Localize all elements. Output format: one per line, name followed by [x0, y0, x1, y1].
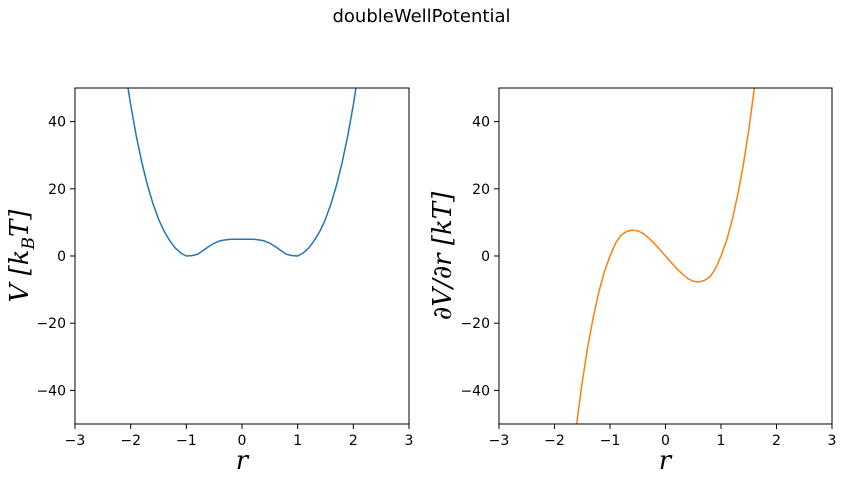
force-y-tick-label: 20 [472, 182, 490, 198]
force-series-line-0 [575, 88, 756, 424]
force-x-axis-label: r [659, 446, 673, 476]
potential-x-tick-label: −2 [120, 433, 141, 449]
force-y-tick-label: −40 [460, 383, 490, 399]
potential-y-tick-label: −40 [36, 383, 66, 399]
potential-y-label-subscript: B [19, 237, 39, 251]
force-x-tick-label: 0 [661, 433, 670, 449]
force-x-tick-label: 3 [828, 433, 837, 449]
potential-x-axis-label: r [236, 446, 250, 476]
force-x-tick-label: 2 [772, 433, 781, 449]
potential-x-tick-label: 0 [238, 433, 247, 449]
potential-y-tick-label: 40 [48, 115, 66, 131]
potential-x-tick-label: −3 [65, 433, 86, 449]
force-y-tick-label: −20 [460, 316, 490, 332]
potential-series-line-0 [127, 88, 357, 257]
force-y-tick-label: 0 [481, 249, 490, 265]
potential-y-tick-label: 20 [48, 182, 66, 198]
force-x-tick-label: −1 [600, 433, 621, 449]
potential-x-tick-label: −1 [176, 433, 197, 449]
potential-x-tick-label: 2 [349, 433, 358, 449]
potential-y-tick-label: 0 [57, 249, 66, 265]
force-x-tick-label: −3 [489, 433, 510, 449]
figure-title: doubleWellPotential [332, 6, 510, 27]
potential-axes-frame [74, 87, 410, 425]
force-y-tick-label: 40 [472, 115, 490, 131]
potential-y-axis-label: V [kBT] [5, 209, 39, 303]
potential-y-tick-label: −20 [36, 316, 66, 332]
potential-x-tick-label: 1 [293, 433, 302, 449]
force-x-tick-label: −2 [544, 433, 565, 449]
potential-x-tick-label: 3 [405, 433, 414, 449]
potential-y-label-main: V [k [5, 250, 35, 303]
potential-axes: −3 −2 −1 0 1 2 3 −40 −20 0 20 40 r V [kBT] [5, 87, 414, 476]
force-axes: −3 −2 −1 0 1 2 3 −40 −20 0 20 40 r ∂V/∂r [kT] [428, 87, 837, 476]
potential-y-label-tail: T] [5, 209, 35, 237]
force-x-tick-label: 1 [717, 433, 726, 449]
force-y-axis-label: ∂V/∂r [kT] [428, 191, 458, 320]
